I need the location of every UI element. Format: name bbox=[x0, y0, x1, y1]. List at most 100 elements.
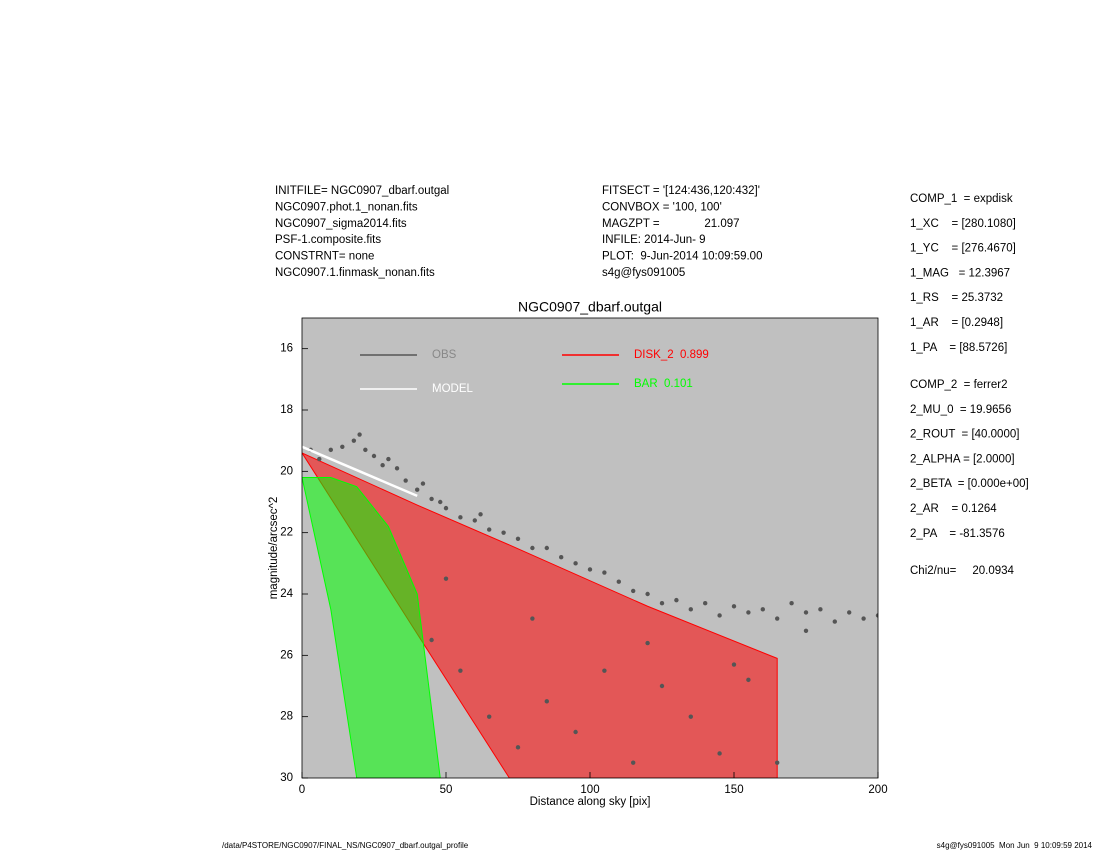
header-line: CONSTRNT= none bbox=[275, 251, 374, 263]
obs-point bbox=[717, 613, 722, 618]
obs-point bbox=[847, 610, 852, 615]
obs-point bbox=[803, 610, 809, 615]
obs-point bbox=[746, 677, 751, 683]
obs-point bbox=[515, 536, 521, 541]
obs-point bbox=[438, 499, 443, 505]
header-line: NGC0907.phot.1_nonan.fits bbox=[275, 201, 418, 213]
legend-label: DISK_2 0.899 bbox=[634, 349, 709, 361]
fit-parameter: 2_MU_0 = 19.9656 bbox=[910, 404, 1011, 416]
obs-point bbox=[386, 456, 391, 462]
y-tick-label: 28 bbox=[280, 711, 293, 723]
obs-point bbox=[775, 616, 780, 621]
obs-point bbox=[645, 640, 650, 646]
obs-point bbox=[559, 555, 564, 560]
obs-point bbox=[487, 714, 492, 719]
obs-point bbox=[429, 637, 434, 643]
obs-point bbox=[645, 591, 650, 597]
fit-parameter: 2_PA = -81.3576 bbox=[910, 528, 1005, 540]
header-line: PLOT: 9-Jun-2014 10:09:59.00 bbox=[602, 251, 762, 263]
fit-parameter: 2_ROUT = [40.0000] bbox=[910, 429, 1019, 441]
obs-point bbox=[760, 607, 765, 612]
obs-point bbox=[363, 447, 368, 453]
y-tick-label: 24 bbox=[280, 588, 293, 600]
obs-point bbox=[789, 601, 794, 606]
obs-point bbox=[861, 616, 866, 621]
obs-point bbox=[731, 662, 737, 667]
component-band bbox=[302, 452, 778, 778]
obs-point bbox=[544, 699, 549, 704]
legend-label: OBS bbox=[432, 349, 457, 361]
obs-point bbox=[775, 760, 780, 765]
y-tick-label: 16 bbox=[280, 343, 293, 355]
model-line bbox=[302, 445, 418, 498]
y-tick-label: 30 bbox=[280, 772, 293, 784]
obs-point bbox=[429, 496, 434, 502]
y-tick-label: 26 bbox=[280, 649, 293, 661]
obs-point bbox=[443, 576, 449, 581]
header-line: PSF-1.composite.fits bbox=[275, 234, 381, 246]
y-tick-label: 18 bbox=[280, 404, 293, 416]
fit-parameter: 2_BETA = [0.000e+00] bbox=[910, 478, 1029, 490]
obs-point bbox=[803, 628, 809, 633]
obs-point bbox=[515, 745, 521, 750]
obs-point bbox=[394, 466, 400, 471]
obs-point bbox=[573, 729, 578, 735]
obs-point bbox=[415, 487, 420, 492]
marks bbox=[302, 432, 878, 778]
obs-point bbox=[688, 607, 693, 612]
header-line: INITFILE= NGC0907_dbarf.outgal bbox=[275, 185, 449, 197]
obs-point bbox=[703, 601, 708, 606]
obs-point bbox=[351, 438, 357, 443]
x-tick-label: 100 bbox=[580, 784, 599, 796]
header-line: CONVBOX = '100, 100' bbox=[602, 201, 722, 213]
obs-point bbox=[357, 432, 362, 437]
fit-parameter: COMP_2 = ferrer2 bbox=[910, 379, 1007, 391]
fit-parameter: 1_AR = [0.2948] bbox=[910, 317, 1003, 329]
obs-point bbox=[458, 668, 463, 673]
obs-point bbox=[659, 601, 665, 606]
header-line: FITSECT = '[124:436,120:432]' bbox=[602, 185, 760, 197]
footer-left: /data/P4STORE/NGC0907/FINAL_NS/NGC0907_d… bbox=[222, 841, 469, 850]
fit-parameter: 1_XC = [280.1080] bbox=[910, 218, 1016, 230]
obs-point bbox=[420, 481, 426, 486]
y-tick-label: 22 bbox=[280, 527, 293, 539]
obs-point bbox=[478, 512, 483, 517]
obs-point bbox=[832, 619, 837, 624]
y-axis-label: magnitude/arcsec^2 bbox=[268, 497, 280, 600]
obs-point bbox=[717, 751, 722, 756]
fit-parameter: 2_ALPHA = [2.0000] bbox=[910, 453, 1015, 465]
obs-point bbox=[403, 478, 408, 483]
component-band bbox=[302, 476, 441, 778]
header-line: INFILE: 2014-Jun- 9 bbox=[602, 234, 706, 246]
legend-label: BAR 0.101 bbox=[634, 378, 693, 390]
obs-point bbox=[731, 604, 737, 609]
header-line: s4g@fys091005 bbox=[602, 267, 685, 279]
obs-point bbox=[371, 453, 377, 459]
obs-point bbox=[573, 561, 578, 566]
x-axis-label: Distance along sky [pix] bbox=[530, 796, 651, 808]
obs-point bbox=[602, 570, 607, 575]
obs-point bbox=[544, 545, 549, 551]
obs-point bbox=[674, 597, 679, 603]
x-tick-label: 200 bbox=[868, 784, 887, 796]
obs-point bbox=[317, 456, 322, 462]
obs-point bbox=[530, 545, 535, 551]
x-tick-label: 0 bbox=[299, 784, 305, 796]
fit-parameter: 2_AR = 0.1264 bbox=[910, 503, 997, 515]
header-line: NGC0907_sigma2014.fits bbox=[275, 218, 407, 230]
fit-parameter: 1_YC = [276.4670] bbox=[910, 243, 1016, 255]
obs-point bbox=[443, 505, 449, 511]
obs-point bbox=[530, 616, 535, 621]
obs-point bbox=[875, 613, 878, 618]
obs-point bbox=[602, 668, 607, 673]
obs-point bbox=[659, 683, 665, 689]
header-line: NGC0907.1.finmask_nonan.fits bbox=[275, 267, 435, 279]
legend-label: MODEL bbox=[432, 383, 474, 395]
x-tick-label: 150 bbox=[724, 784, 743, 796]
fit-parameter: 1_RS = 25.3732 bbox=[910, 292, 1003, 304]
fit-parameter: COMP_1 = expdisk bbox=[910, 193, 1013, 205]
obs-point bbox=[616, 579, 621, 584]
obs-point bbox=[631, 588, 636, 594]
obs-point bbox=[472, 518, 477, 523]
